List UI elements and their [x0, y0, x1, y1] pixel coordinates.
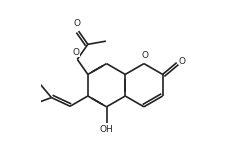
Text: O: O: [74, 19, 81, 28]
Text: O: O: [142, 51, 148, 60]
Text: O: O: [73, 48, 80, 57]
Text: O: O: [179, 57, 186, 66]
Text: OH: OH: [100, 125, 113, 134]
